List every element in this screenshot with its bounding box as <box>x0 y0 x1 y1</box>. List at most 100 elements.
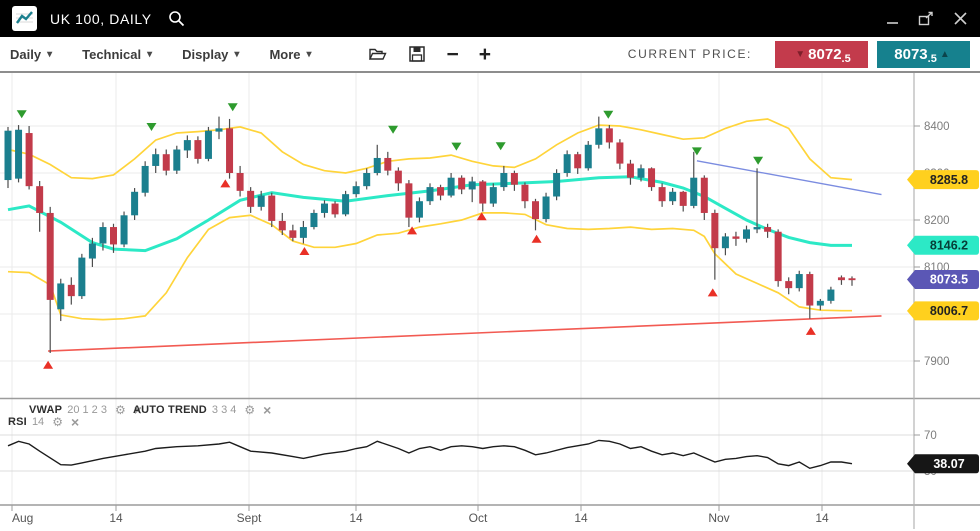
toolbar: Daily ▾ Technical ▾ Display ▾ More ▾ − +… <box>0 37 980 73</box>
buy-signal-icon <box>707 288 718 297</box>
svg-text:8200: 8200 <box>924 215 950 227</box>
menu-display[interactable]: Display ▾ <box>182 46 240 62</box>
sell-signal-icon <box>388 125 399 134</box>
down-candle <box>574 154 582 169</box>
sell-signal-icon <box>451 142 462 151</box>
down-candle <box>764 227 772 232</box>
app-logo-icon <box>12 6 37 31</box>
down-candle <box>510 173 518 185</box>
svg-text:8073.5: 8073.5 <box>930 273 968 287</box>
down-candle <box>521 184 529 202</box>
svg-text:8285.8: 8285.8 <box>930 173 968 187</box>
svg-text:14: 14 <box>815 511 829 525</box>
down-candle <box>247 190 255 207</box>
price-badge: 8073.5 <box>907 269 979 289</box>
up-candle <box>447 177 455 196</box>
auto-trend-support-line <box>48 315 882 352</box>
menu-timeframe[interactable]: Daily ▾ <box>10 46 53 62</box>
down-candle <box>110 227 117 245</box>
popout-window-button[interactable] <box>918 11 935 27</box>
rsi-value-badge: 38.07 <box>907 454 979 474</box>
up-candle <box>489 187 497 204</box>
down-candle <box>437 187 445 196</box>
up-candle <box>753 227 761 230</box>
up-candle <box>99 227 107 244</box>
sell-signal-icon <box>16 110 27 119</box>
price-badge: 8146.2 <box>907 235 979 255</box>
up-candle <box>321 203 328 213</box>
down-candle <box>394 170 402 184</box>
gear-icon[interactable]: ⚙ <box>52 415 63 429</box>
time-axis: Aug 14 Sept 14 Oct 14 Nov 14 <box>11 505 829 525</box>
price-chart-canvas[interactable]: 8400830082008100800079007030Aug14Sept14O… <box>0 73 980 529</box>
up-candle <box>310 212 318 228</box>
down-candle <box>648 168 656 188</box>
up-candle <box>152 154 160 166</box>
gear-icon[interactable]: ⚙ <box>244 403 256 417</box>
up-candle <box>4 130 12 181</box>
auto-trend-resistance-line <box>696 160 882 196</box>
close-button[interactable] <box>953 11 968 26</box>
up-candle <box>173 149 181 171</box>
up-arrow-icon: ▲ <box>939 48 950 60</box>
overlay-lines <box>7 118 882 352</box>
down-candle <box>679 191 687 206</box>
buy-signal-icon <box>531 234 542 243</box>
zoom-out-button[interactable]: − <box>446 42 459 66</box>
up-candle <box>204 130 212 159</box>
indicator-autotrend: AUTO TREND 3 3 4 ⚙ × <box>133 402 272 418</box>
up-candle <box>721 236 729 249</box>
indicator-rsi: RSI 14 ⚙ × <box>8 414 80 430</box>
save-icon[interactable] <box>408 46 425 62</box>
remove-indicator-icon[interactable]: × <box>70 414 80 430</box>
up-candle <box>131 191 139 216</box>
remove-indicator-icon[interactable]: × <box>263 402 272 418</box>
buy-signal-icon <box>476 212 487 221</box>
menu-more[interactable]: More ▾ <box>269 46 312 62</box>
svg-text:8400: 8400 <box>924 121 950 133</box>
down-candle <box>785 281 793 289</box>
svg-text:Aug: Aug <box>12 511 33 525</box>
down-candle <box>616 142 624 164</box>
search-icon[interactable] <box>168 10 185 27</box>
up-candle <box>669 191 677 202</box>
bollinger-upper-band <box>7 118 853 181</box>
down-candle <box>278 220 286 231</box>
down-candle <box>67 284 75 297</box>
up-candle <box>827 289 835 301</box>
up-candle <box>78 257 86 297</box>
gear-icon[interactable]: ⚙ <box>114 403 126 417</box>
svg-text:Sept: Sept <box>237 511 262 525</box>
down-candle <box>36 186 44 213</box>
up-candle <box>257 195 265 207</box>
rsi-line <box>7 439 853 470</box>
svg-text:14: 14 <box>349 511 363 525</box>
chart-title: UK 100, DAILY <box>50 10 152 27</box>
svg-text:8006.7: 8006.7 <box>930 304 968 318</box>
down-candle <box>405 183 413 218</box>
up-candle <box>743 229 750 239</box>
up-candle <box>352 186 360 195</box>
menu-technical[interactable]: Technical ▾ <box>82 46 153 62</box>
sell-signal-icon <box>146 122 157 131</box>
zoom-in-button[interactable]: + <box>478 42 492 66</box>
up-candle <box>584 144 592 169</box>
down-candle <box>289 230 297 238</box>
svg-text:8146.2: 8146.2 <box>930 238 968 252</box>
up-candle <box>595 128 603 145</box>
svg-text:Oct: Oct <box>469 511 488 525</box>
up-candle <box>342 194 350 215</box>
ask-price-badge: 8073.5 ▲ <box>877 40 970 68</box>
up-candle <box>15 129 23 179</box>
svg-text:14: 14 <box>574 511 588 525</box>
minimize-button[interactable] <box>886 12 900 26</box>
buy-signal-icon <box>43 360 54 369</box>
open-folder-icon[interactable] <box>368 46 387 62</box>
sell-signal-icon <box>753 156 764 165</box>
up-candle <box>468 181 476 190</box>
up-candle <box>120 215 128 245</box>
down-candle <box>458 177 466 190</box>
remove-indicator-icon[interactable]: × <box>133 402 142 418</box>
svg-text:70: 70 <box>924 430 937 442</box>
down-candle <box>384 157 392 171</box>
